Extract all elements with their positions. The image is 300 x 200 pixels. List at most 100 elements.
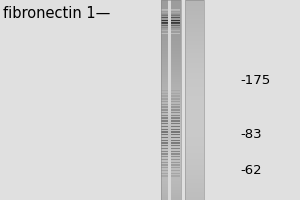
Bar xyxy=(185,108,204,109)
Bar xyxy=(168,163,171,164)
Bar xyxy=(161,96,180,97)
Bar xyxy=(168,58,171,59)
Bar xyxy=(161,137,180,138)
Bar xyxy=(168,35,171,36)
Bar xyxy=(161,151,180,152)
Bar xyxy=(185,38,204,39)
Bar xyxy=(160,186,181,187)
Bar xyxy=(168,119,171,120)
Bar xyxy=(168,55,171,56)
Bar xyxy=(160,27,181,28)
Bar xyxy=(185,190,204,191)
Bar xyxy=(168,24,171,25)
Bar xyxy=(168,189,171,190)
Bar xyxy=(160,171,181,172)
Bar xyxy=(160,102,181,103)
Bar xyxy=(168,140,171,141)
Bar xyxy=(160,137,181,138)
Bar xyxy=(185,49,204,50)
Bar xyxy=(168,107,171,108)
Bar xyxy=(185,124,204,125)
Bar xyxy=(160,104,181,105)
Bar xyxy=(185,183,204,184)
Bar xyxy=(185,48,204,49)
Bar xyxy=(160,75,181,76)
Bar xyxy=(160,121,181,122)
Bar xyxy=(160,192,181,193)
Bar xyxy=(161,120,180,121)
Bar xyxy=(161,156,180,157)
Bar xyxy=(168,40,171,41)
Bar xyxy=(168,167,171,168)
Bar xyxy=(168,74,171,75)
Bar xyxy=(185,0,204,1)
Bar xyxy=(185,184,204,185)
Bar xyxy=(161,115,180,116)
Bar xyxy=(185,1,204,2)
Bar xyxy=(160,29,181,30)
Bar xyxy=(185,95,204,96)
Bar xyxy=(185,63,204,64)
Bar xyxy=(160,107,181,108)
Bar xyxy=(160,30,181,31)
Bar xyxy=(185,137,204,138)
Bar xyxy=(160,63,181,64)
Bar xyxy=(160,16,181,17)
Bar xyxy=(185,47,204,48)
Bar xyxy=(185,142,204,143)
Bar xyxy=(185,55,204,56)
Text: -83: -83 xyxy=(240,128,262,140)
Bar xyxy=(185,7,204,8)
Bar xyxy=(185,37,204,38)
Bar xyxy=(160,181,181,182)
Bar xyxy=(160,118,181,119)
Bar xyxy=(185,139,204,140)
Bar xyxy=(160,191,181,192)
Bar xyxy=(160,144,181,145)
Bar xyxy=(160,180,181,181)
Bar xyxy=(185,118,204,119)
Bar xyxy=(185,148,204,149)
Bar xyxy=(160,79,181,80)
Bar xyxy=(160,125,181,126)
Bar xyxy=(185,92,204,93)
Bar xyxy=(185,140,204,141)
Bar xyxy=(168,31,171,32)
Bar xyxy=(168,22,171,23)
Bar xyxy=(160,76,181,77)
Bar xyxy=(185,74,204,75)
Bar xyxy=(168,5,171,6)
Bar xyxy=(168,183,171,184)
Bar xyxy=(160,20,181,21)
Bar xyxy=(185,94,204,95)
Bar xyxy=(168,180,171,181)
Bar xyxy=(168,70,171,71)
Bar xyxy=(185,99,204,100)
Bar xyxy=(168,144,171,145)
Bar xyxy=(160,167,181,168)
Bar xyxy=(160,60,181,61)
Bar xyxy=(168,175,171,176)
Bar xyxy=(185,147,204,148)
Bar xyxy=(160,120,181,121)
Bar xyxy=(160,155,181,156)
Bar xyxy=(168,127,171,128)
Bar xyxy=(185,27,204,28)
Bar xyxy=(168,45,171,46)
Bar xyxy=(160,134,181,135)
Bar xyxy=(160,0,181,200)
Bar xyxy=(185,77,204,78)
Bar xyxy=(185,195,204,196)
Bar xyxy=(160,177,181,178)
Bar xyxy=(168,191,171,192)
Bar xyxy=(160,148,181,149)
Bar xyxy=(168,71,171,72)
Bar xyxy=(161,154,180,155)
Bar xyxy=(160,42,181,43)
Bar xyxy=(185,174,204,175)
Bar xyxy=(168,123,171,124)
Bar xyxy=(168,87,171,88)
Bar xyxy=(185,25,204,26)
Bar xyxy=(161,175,180,176)
Bar xyxy=(160,174,181,175)
